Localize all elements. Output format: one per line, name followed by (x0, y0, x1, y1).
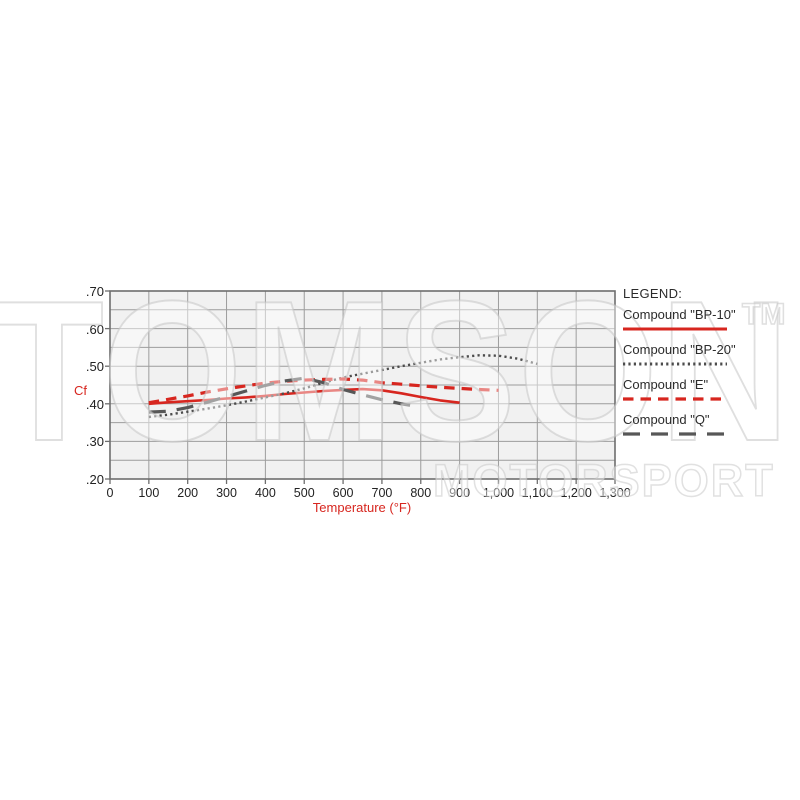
x-tick-label: 1,100 (521, 486, 553, 500)
legend-item-label: Compound "BP-20" (623, 342, 736, 357)
y-tick-label: .60 (85, 321, 104, 337)
legend-item-label: Compound "BP-10" (623, 307, 736, 322)
y-tick-label: .30 (85, 434, 104, 450)
x-tick-label: 400 (254, 486, 276, 500)
plot-frame (109, 290, 616, 480)
series-line-3 (148, 376, 418, 414)
y-tick-label: .50 (85, 359, 104, 375)
x-tick-label: 0 (106, 486, 114, 500)
x-tick-label: 1,300 (599, 486, 631, 500)
x-tick-label: 300 (216, 486, 237, 500)
y-tick-label: .40 (85, 396, 104, 412)
y-tick-label: .20 (85, 472, 104, 487)
friction-chart-plot (105, 290, 616, 484)
series-line-1 (148, 354, 538, 419)
series-line-0 (148, 387, 460, 406)
legend-item: Compound "E" (623, 377, 753, 403)
legend-item-label: Compound "Q" (623, 412, 710, 427)
x-tick-label: 900 (449, 486, 471, 500)
x-tick-label: 200 (177, 486, 199, 500)
legend-item: Compound "BP-10" (623, 307, 753, 333)
legend-line-sample (623, 327, 727, 331)
legend-line-sample (623, 397, 727, 401)
legend-line-sample (623, 432, 727, 436)
x-tick-label: 500 (293, 486, 315, 500)
legend-item: Compound "Q" (623, 412, 753, 438)
legend-items: Compound "BP-10" Compound "BP-20" Compound… (623, 307, 753, 438)
x-tick-label: 800 (410, 486, 432, 500)
x-tick-label: 1,200 (560, 486, 592, 500)
legend: LEGEND: Compound "BP-10" Compound "BP-20"… (623, 286, 753, 447)
legend-item-label: Compound "E" (623, 377, 709, 392)
legend-line-sample (623, 362, 727, 366)
legend-item: Compound "BP-20" (623, 342, 753, 368)
x-tick-label: 700 (371, 486, 393, 500)
y-tick-label: .70 (85, 284, 104, 299)
x-tick-label: 1,000 (482, 486, 515, 500)
x-axis-title: Temperature (°F) (312, 500, 412, 515)
legend-title: LEGEND: (623, 286, 683, 301)
y-axis-title: Cf (74, 383, 87, 398)
series-line-2 (148, 377, 499, 405)
x-tick-label: 100 (138, 486, 160, 500)
x-tick-label: 600 (332, 486, 354, 500)
